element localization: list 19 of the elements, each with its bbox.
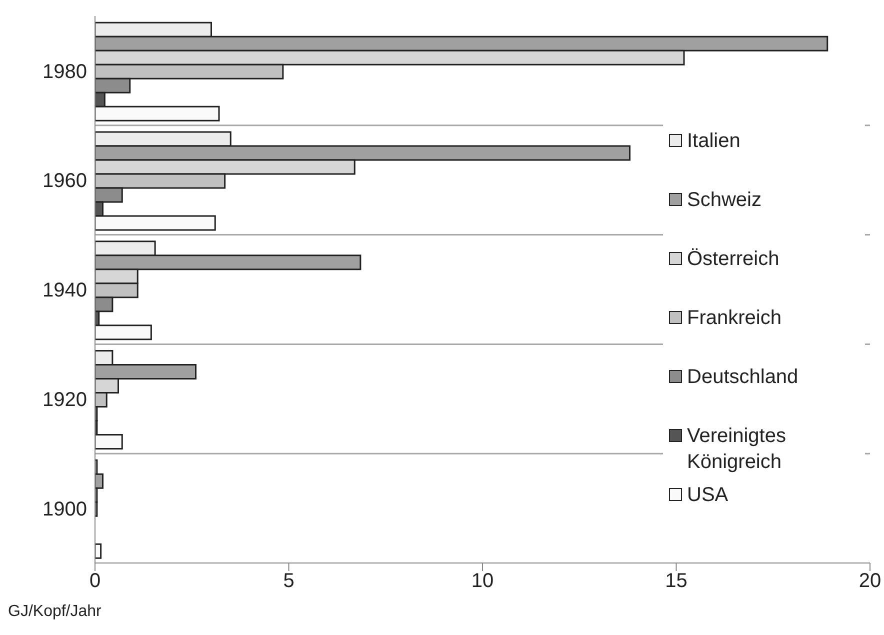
x-tick-label: 15: [665, 570, 688, 592]
bar: [95, 543, 102, 559]
y-tick-label: 1940: [42, 280, 87, 302]
y-tick-label: 1900: [42, 498, 87, 520]
legend-label: Vereinigtes Königreich: [687, 424, 787, 475]
y-tick-label: 1960: [42, 170, 87, 192]
x-axis-title: GJ/Kopf/Jahr: [8, 603, 102, 621]
x-tick-label: 0: [89, 570, 101, 592]
legend-label: USA: [687, 483, 728, 508]
x-tick-label: 10: [471, 570, 494, 592]
y-tick-label: 1980: [42, 60, 87, 83]
y-tick-label: 1920: [42, 389, 87, 411]
legend-label: Schweiz: [687, 188, 762, 213]
legend-label: Österreich: [687, 247, 780, 272]
x-tick-label: 5: [283, 570, 294, 592]
legend-label: Frankreich: [687, 306, 782, 331]
x-tick-label: 20: [858, 570, 882, 592]
legend-label: Italien: [687, 129, 740, 154]
legend-label: Deutschland: [687, 365, 798, 390]
